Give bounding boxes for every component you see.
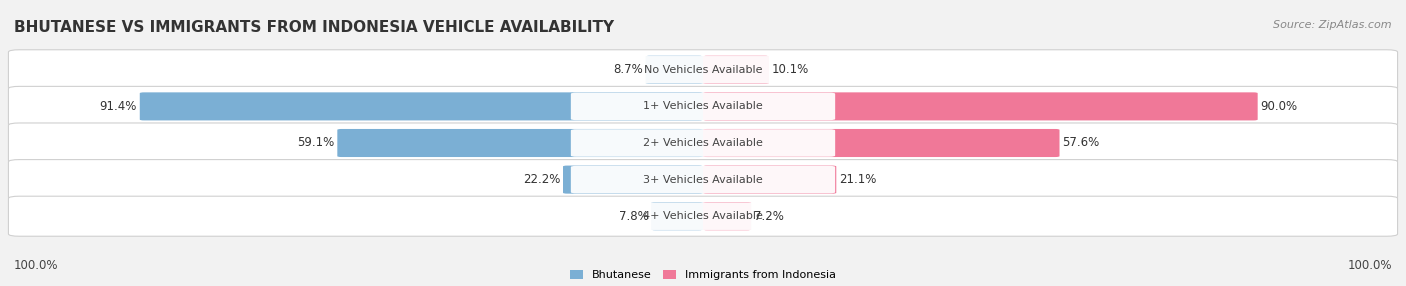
FancyBboxPatch shape — [703, 166, 837, 194]
FancyBboxPatch shape — [703, 92, 1258, 120]
Text: 4+ Vehicles Available: 4+ Vehicles Available — [643, 211, 763, 221]
FancyBboxPatch shape — [571, 129, 835, 157]
FancyBboxPatch shape — [8, 160, 1398, 200]
Text: 59.1%: 59.1% — [297, 136, 335, 150]
FancyBboxPatch shape — [645, 56, 703, 84]
Text: 91.4%: 91.4% — [100, 100, 136, 113]
Text: 10.1%: 10.1% — [772, 63, 808, 76]
FancyBboxPatch shape — [139, 92, 703, 120]
Text: 100.0%: 100.0% — [14, 259, 59, 273]
Text: 1+ Vehicles Available: 1+ Vehicles Available — [643, 102, 763, 111]
FancyBboxPatch shape — [562, 166, 703, 194]
Text: 3+ Vehicles Available: 3+ Vehicles Available — [643, 175, 763, 184]
FancyBboxPatch shape — [571, 56, 835, 84]
Text: 57.6%: 57.6% — [1063, 136, 1099, 150]
Text: 7.8%: 7.8% — [619, 210, 648, 223]
FancyBboxPatch shape — [571, 93, 835, 120]
Text: 90.0%: 90.0% — [1261, 100, 1298, 113]
FancyBboxPatch shape — [703, 56, 769, 84]
FancyBboxPatch shape — [337, 129, 703, 157]
FancyBboxPatch shape — [651, 202, 703, 230]
Text: 2+ Vehicles Available: 2+ Vehicles Available — [643, 138, 763, 148]
Text: Source: ZipAtlas.com: Source: ZipAtlas.com — [1274, 20, 1392, 30]
FancyBboxPatch shape — [8, 123, 1398, 163]
FancyBboxPatch shape — [571, 166, 835, 193]
Text: No Vehicles Available: No Vehicles Available — [644, 65, 762, 75]
FancyBboxPatch shape — [703, 202, 751, 230]
FancyBboxPatch shape — [703, 129, 1060, 157]
FancyBboxPatch shape — [8, 86, 1398, 126]
Text: 22.2%: 22.2% — [523, 173, 560, 186]
Text: BHUTANESE VS IMMIGRANTS FROM INDONESIA VEHICLE AVAILABILITY: BHUTANESE VS IMMIGRANTS FROM INDONESIA V… — [14, 20, 614, 35]
FancyBboxPatch shape — [571, 202, 835, 230]
Text: 8.7%: 8.7% — [613, 63, 643, 76]
FancyBboxPatch shape — [8, 196, 1398, 236]
Text: 21.1%: 21.1% — [839, 173, 876, 186]
Text: 100.0%: 100.0% — [1347, 259, 1392, 273]
FancyBboxPatch shape — [8, 50, 1398, 90]
Legend: Bhutanese, Immigrants from Indonesia: Bhutanese, Immigrants from Indonesia — [569, 270, 837, 281]
Text: 7.2%: 7.2% — [754, 210, 785, 223]
